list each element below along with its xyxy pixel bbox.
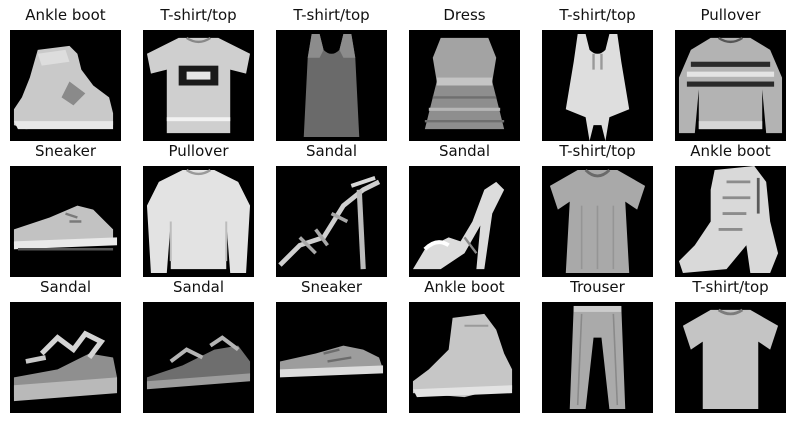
sneaker-icon	[10, 166, 121, 277]
ankle-boot-icon	[10, 30, 121, 141]
ankle-boot-heel-icon	[675, 166, 786, 277]
tile-label: Ankle boot	[424, 278, 505, 296]
tile-label: Sandal	[172, 278, 225, 296]
sandal-flat-dark-icon	[143, 302, 254, 413]
tile-label: T-shirt/top	[293, 6, 370, 24]
tile-label: Sneaker	[301, 278, 362, 296]
tile-label: Sandal	[39, 278, 92, 296]
tile-label: T-shirt/top	[559, 142, 636, 160]
tank-top-white-icon	[542, 30, 653, 141]
tshirt-plain-icon	[675, 302, 786, 413]
tile-label: Trouser	[570, 278, 625, 296]
tshirt-icon	[542, 166, 653, 277]
sandal-heel-icon	[276, 166, 387, 277]
tile-label: T-shirt/top	[692, 278, 769, 296]
tile-label: Pullover	[700, 6, 761, 24]
tile-label: T-shirt/top	[559, 6, 636, 24]
tile-label: Ankle boot	[25, 6, 106, 24]
image-grid: Ankle boot T-shirt/top T-shirt/top	[10, 0, 786, 422]
pullover-icon	[143, 166, 254, 277]
dress-icon	[409, 30, 520, 141]
tile-label: Pullover	[168, 142, 229, 160]
tile-label: Dress	[443, 6, 486, 24]
tile-label: Sandal	[305, 142, 358, 160]
ankle-boot-low-icon	[409, 302, 520, 413]
sneaker-low-icon	[276, 302, 387, 413]
sandal-heel-white-icon	[409, 166, 520, 277]
tile-label: Sneaker	[35, 142, 96, 160]
pullover-striped-icon	[675, 30, 786, 141]
tile-label: Ankle boot	[690, 142, 771, 160]
tile-label: Sandal	[438, 142, 491, 160]
trouser-icon	[542, 302, 653, 413]
tank-top-icon	[276, 30, 387, 141]
tile-label: T-shirt/top	[160, 6, 237, 24]
sandal-flat-icon	[10, 302, 121, 413]
tshirt-graphic-icon	[143, 30, 254, 141]
